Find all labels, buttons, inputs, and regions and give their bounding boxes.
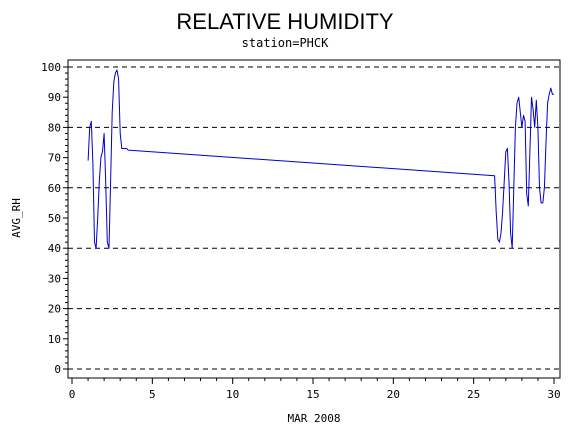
x-axis-label: MAR 2008	[288, 412, 341, 425]
x-tick-label: 0	[69, 388, 76, 401]
grid-lines	[68, 66, 560, 370]
y-tick-label: 40	[48, 242, 61, 255]
y-tick-label: 70	[48, 152, 61, 165]
y-tick-label: 20	[48, 303, 61, 316]
y-tick-label: 30	[48, 272, 61, 285]
x-tick-label: 15	[306, 388, 319, 401]
chart-title: RELATIVE HUMIDITY	[176, 9, 394, 34]
y-tick-label: 0	[54, 363, 61, 376]
y-tick-label: 60	[48, 182, 61, 195]
y-tick-label: 90	[48, 91, 61, 104]
series-layer	[87, 69, 554, 249]
y-tick-label: 10	[48, 333, 61, 346]
x-tick-label: 25	[467, 388, 480, 401]
x-tick-label: 10	[226, 388, 239, 401]
plot-frame	[67, 59, 561, 379]
y-tick-label: 100	[41, 61, 61, 74]
y-tick-label: 50	[48, 212, 61, 225]
series-line-0	[87, 69, 554, 249]
x-tick-label: 30	[547, 388, 560, 401]
chart-subtitle: station=PHCK	[242, 36, 329, 50]
x-tick-label: 20	[387, 388, 400, 401]
axes: 0 10 20 30 40 50 60 70 80 90 100 0 5 10 15 20 25 30	[41, 59, 561, 401]
x-tick-label: 5	[149, 388, 156, 401]
y-tick-label: 80	[48, 121, 61, 134]
y-axis-label: AVG_RH	[10, 198, 23, 238]
